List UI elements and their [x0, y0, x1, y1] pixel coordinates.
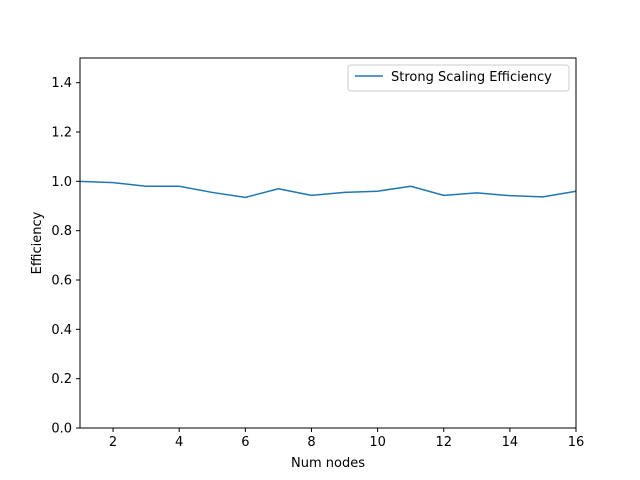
series-layer	[79, 180, 577, 199]
y-tick-label: 0.6	[51, 274, 72, 289]
y-tick-label: 0.8	[51, 224, 72, 239]
plot-frame	[79, 57, 577, 429]
x-tick-label: 16	[568, 435, 585, 450]
legend-box	[347, 64, 570, 92]
ticks-layer: 2 4 6 8 10 12 14 16 0.0 0.2 0.4 0.6 0.8 1.0 1.2 1.4	[51, 76, 584, 450]
y-tick-label: 1.0	[51, 175, 72, 190]
y-tick-label: 0.4	[51, 323, 72, 338]
x-tick-label: 10	[369, 435, 386, 450]
x-tick-label: 2	[109, 435, 117, 450]
legend: Strong Scaling Efficiency	[347, 64, 570, 92]
series-line	[79, 180, 577, 199]
y-tick-label: 0.2	[51, 372, 72, 387]
x-tick-label: 4	[175, 435, 183, 450]
x-tick-label: 14	[502, 435, 519, 450]
y-tick-label: 1.4	[51, 76, 72, 91]
x-tick-label: 6	[241, 435, 249, 450]
y-tick-label: 0.0	[51, 422, 72, 437]
legend-label: Strong Scaling Efficiency	[391, 70, 552, 85]
x-tick-label: 12	[435, 435, 452, 450]
x-tick-label: 8	[307, 435, 315, 450]
y-tick-label: 1.2	[51, 126, 72, 141]
y-axis-label: Efficiency	[30, 211, 45, 274]
x-axis-label: Num nodes	[291, 456, 365, 471]
